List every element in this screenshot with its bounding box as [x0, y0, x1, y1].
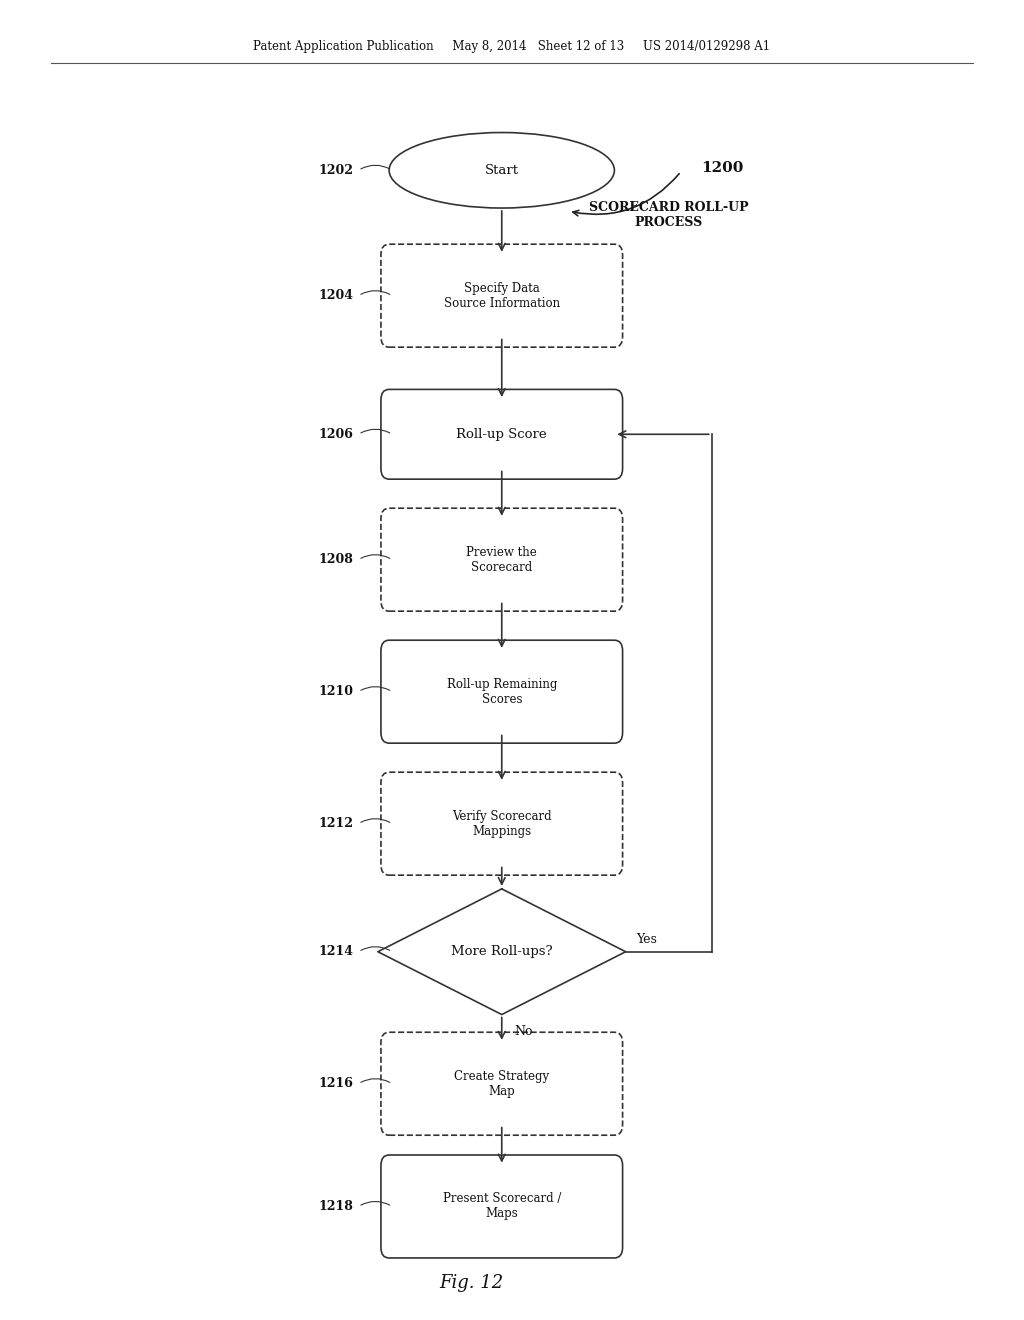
- Text: 1216: 1216: [318, 1077, 353, 1090]
- Text: 1202: 1202: [318, 164, 353, 177]
- FancyBboxPatch shape: [381, 640, 623, 743]
- Text: More Roll-ups?: More Roll-ups?: [451, 945, 553, 958]
- Text: Fig. 12: Fig. 12: [439, 1274, 503, 1292]
- Text: No: No: [514, 1026, 532, 1038]
- Text: Specify Data
Source Information: Specify Data Source Information: [443, 281, 560, 310]
- Text: 1214: 1214: [318, 945, 353, 958]
- Text: 1212: 1212: [318, 817, 353, 830]
- Text: SCORECARD ROLL-UP
PROCESS: SCORECARD ROLL-UP PROCESS: [589, 201, 749, 228]
- Text: Verify Scorecard
Mappings: Verify Scorecard Mappings: [452, 809, 552, 838]
- Text: Preview the
Scorecard: Preview the Scorecard: [466, 545, 538, 574]
- Text: Yes: Yes: [636, 933, 656, 946]
- Text: Create Strategy
Map: Create Strategy Map: [455, 1069, 549, 1098]
- Text: Patent Application Publication     May 8, 2014   Sheet 12 of 13     US 2014/0129: Patent Application Publication May 8, 20…: [253, 40, 771, 53]
- FancyBboxPatch shape: [381, 1155, 623, 1258]
- Polygon shape: [378, 888, 626, 1015]
- Text: Roll-up Remaining
Scores: Roll-up Remaining Scores: [446, 677, 557, 706]
- Text: Start: Start: [484, 164, 519, 177]
- Text: 1208: 1208: [318, 553, 353, 566]
- Text: 1210: 1210: [318, 685, 353, 698]
- FancyBboxPatch shape: [381, 772, 623, 875]
- FancyBboxPatch shape: [381, 508, 623, 611]
- Text: 1218: 1218: [318, 1200, 353, 1213]
- FancyBboxPatch shape: [381, 1032, 623, 1135]
- Text: 1200: 1200: [701, 161, 743, 174]
- Text: 1204: 1204: [318, 289, 353, 302]
- FancyBboxPatch shape: [381, 244, 623, 347]
- FancyBboxPatch shape: [381, 389, 623, 479]
- Text: 1206: 1206: [318, 428, 353, 441]
- Text: Present Scorecard /
Maps: Present Scorecard / Maps: [442, 1192, 561, 1221]
- Text: Roll-up Score: Roll-up Score: [457, 428, 547, 441]
- Ellipse shape: [389, 132, 614, 209]
